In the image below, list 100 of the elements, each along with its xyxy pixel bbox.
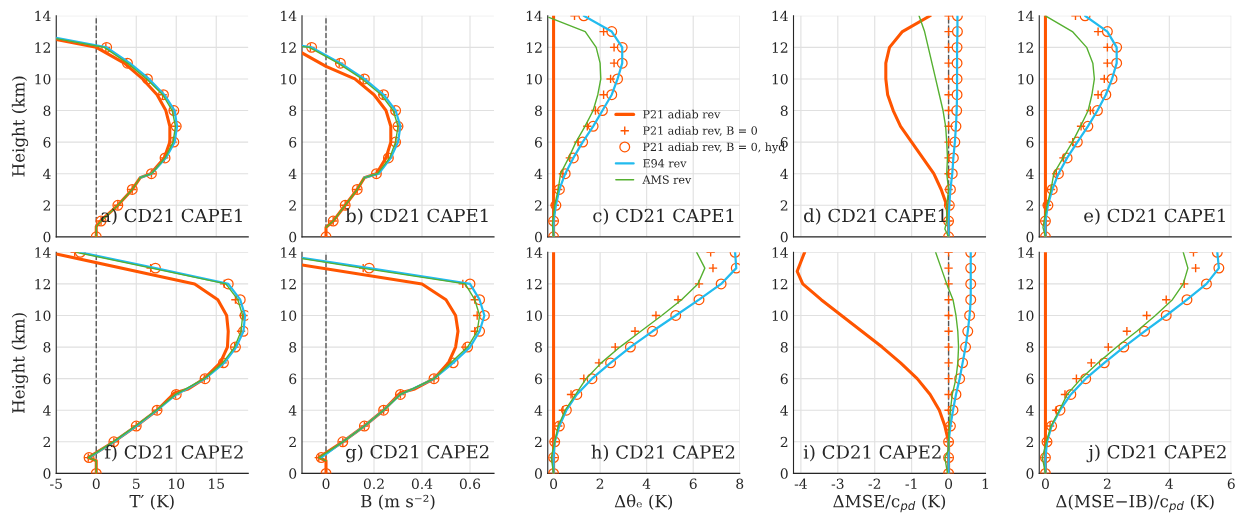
y-tick-label: 6	[780, 373, 788, 385]
y-tick-label: 14	[35, 10, 51, 22]
y-tick-label: 12	[35, 278, 51, 290]
y-tick-label: 12	[526, 278, 542, 290]
y-tick-label: 0	[1026, 231, 1034, 243]
y-tick-label: 8	[43, 342, 51, 353]
x-tick-label: 10	[169, 478, 185, 490]
y-tick-label: 0	[1026, 468, 1034, 479]
y-tick-label: 14	[1018, 247, 1034, 258]
x-tick-label: 0.2	[363, 478, 384, 490]
x-axis-title: T′ (K)	[129, 494, 174, 510]
annotation: e) CD21 CAPE1	[1084, 208, 1225, 225]
y-tick-label: 12	[526, 42, 542, 53]
y-tick-label: 2	[780, 200, 788, 211]
y-tick-label: 2	[289, 200, 296, 211]
y-tick-label: 8	[1026, 342, 1034, 353]
y-tick-label: 14	[35, 247, 51, 258]
y-tick-label: 12	[35, 42, 51, 53]
x-tick-label: 0	[945, 478, 953, 490]
y-tick-label: 0	[43, 231, 51, 243]
y-tick-label: 2	[535, 200, 542, 211]
annotation: b) CD21 CAPE1	[345, 208, 488, 225]
y-tick-label: 0	[780, 231, 788, 243]
annotation: i) CD21 CAPE2	[803, 444, 941, 462]
y-tick-label: 6	[1026, 137, 1034, 148]
x-tick-label: 4	[642, 478, 651, 489]
y-tick-label: 10	[772, 310, 788, 321]
x-tick-label: 0	[92, 478, 100, 490]
annotation: d) CD21 CAPE1	[804, 208, 946, 225]
y-tick-label: 12	[772, 278, 788, 290]
y-tick-label: 6	[43, 137, 51, 148]
y-tick-label: 8	[1026, 105, 1034, 116]
x-tick-label: -2	[868, 478, 881, 489]
y-tick-label: 0	[534, 468, 542, 479]
y-tick-label: 14	[526, 247, 543, 258]
x-tick-label: -3	[831, 478, 844, 490]
y-tick-label: 4	[1025, 168, 1034, 179]
x-tick-label: 0	[550, 478, 558, 490]
y-tick-label: 2	[289, 436, 296, 448]
y-tick-label: 4	[288, 405, 297, 416]
y-tick-label: 14	[281, 247, 297, 258]
y-tick-label: 6	[43, 373, 51, 385]
x-tick-label: 2	[1103, 478, 1111, 489]
y-tick-label: 10	[772, 73, 788, 85]
annotation: c) CD21 CAPE1	[593, 208, 734, 225]
x-tick-label: -1	[905, 478, 917, 489]
x-tick-label: 1	[982, 478, 988, 489]
x-tick-label: 5	[133, 478, 140, 490]
x-axis-title: Δ(MSE−IB)/c$_{pd}$ (K)	[1056, 494, 1214, 513]
x-tick-label: -5	[50, 478, 62, 490]
y-tick-label: 2	[1026, 436, 1034, 448]
y-tick-label: 12	[281, 278, 296, 290]
y-tick-label: 14	[772, 10, 788, 22]
x-tick-label: 6	[689, 478, 697, 490]
x-axis-title: ΔMSE/c$_{pd}$ (K)	[833, 494, 946, 513]
x-tick-label: 2	[596, 478, 604, 489]
legend-label: E94 rev	[643, 159, 687, 168]
annotation: f) CD21 CAPE2	[104, 444, 243, 462]
y-tick-label: 4	[534, 405, 543, 416]
y-tick-label: 8	[43, 105, 51, 116]
y-tick-label: 4	[288, 168, 297, 179]
y-tick-label: 6	[289, 373, 297, 385]
y-tick-label: 8	[534, 342, 542, 353]
legend-label: P21 adiab rev, B = 0	[643, 126, 758, 137]
y-tick-label: 12	[1018, 42, 1034, 53]
y-tick-label: 12	[772, 42, 788, 53]
y-axis-title: Height (km)	[11, 313, 29, 413]
y-tick-label: 12	[281, 42, 296, 53]
x-tick-label: 0	[1041, 478, 1049, 490]
y-tick-label: 2	[43, 200, 51, 211]
x-tick-label: 0	[322, 478, 330, 490]
y-tick-label: 14	[772, 247, 788, 258]
y-tick-label: 4	[42, 405, 51, 416]
x-tick-label: 0.4	[411, 478, 433, 490]
y-tick-label: 10	[35, 310, 51, 321]
annotation: h) CD21 CAPE2	[591, 444, 735, 462]
x-tick-label: -4	[794, 478, 807, 489]
y-tick-label: 14	[281, 10, 297, 22]
legend-label: AMS rev	[642, 175, 692, 184]
x-tick-label: 8	[736, 478, 744, 490]
x-tick-label: 0.6	[459, 478, 481, 490]
y-tick-label: 2	[43, 436, 51, 448]
annotation: j) CD21 CAPE2	[1086, 444, 1226, 463]
y-tick-label: 4	[780, 405, 788, 416]
x-tick-label: 6	[1227, 478, 1235, 490]
y-tick-label: 8	[289, 342, 297, 353]
y-tick-label: 4	[42, 168, 51, 179]
y-tick-label: 8	[534, 105, 542, 116]
y-tick-label: 10	[526, 310, 542, 321]
x-tick-label: 4	[1165, 478, 1174, 489]
y-tick-label: 0	[289, 231, 297, 243]
y-tick-label: 4	[1025, 405, 1034, 416]
x-tick-label: 15	[209, 478, 225, 490]
y-tick-label: 6	[534, 137, 543, 148]
y-tick-label: 10	[281, 73, 297, 85]
y-tick-label: 14	[1018, 10, 1034, 22]
annotation: g) CD21 CAPE2	[346, 444, 489, 463]
y-tick-label: 4	[534, 168, 543, 179]
y-tick-label: 10	[1018, 73, 1034, 85]
y-tick-label: 2	[780, 436, 788, 448]
